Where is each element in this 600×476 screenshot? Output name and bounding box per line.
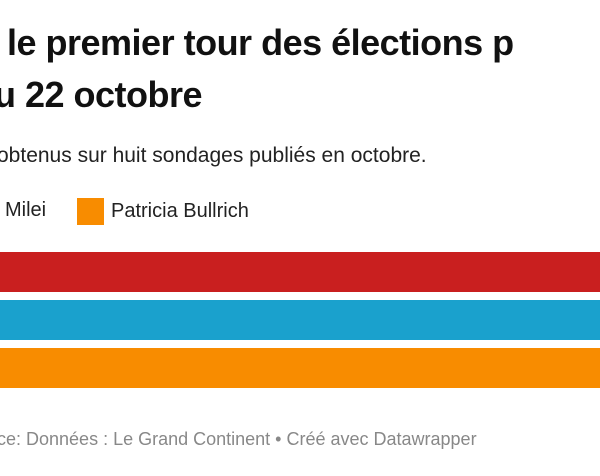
legend-swatch [77,198,104,225]
bar-2 [0,348,600,388]
bar-0 [0,252,600,292]
legend-item-milei: Milei [5,199,46,222]
chart-title-line-1: le premier tour des élections p [7,22,514,63]
legend-label: Milei [5,199,47,221]
legend-label: Patricia Bullrich [111,200,249,222]
legend-item-bullrich: Patricia Bullrich [77,198,249,225]
chart-title-line-2: u 22 octobre [0,74,203,115]
bar-1 [0,300,600,340]
chart-footer: ce: Données : Le Grand Continent • Créé … [0,429,477,449]
chart-subtitle: obtenus sur huit sondages publiés en oct… [0,144,427,167]
